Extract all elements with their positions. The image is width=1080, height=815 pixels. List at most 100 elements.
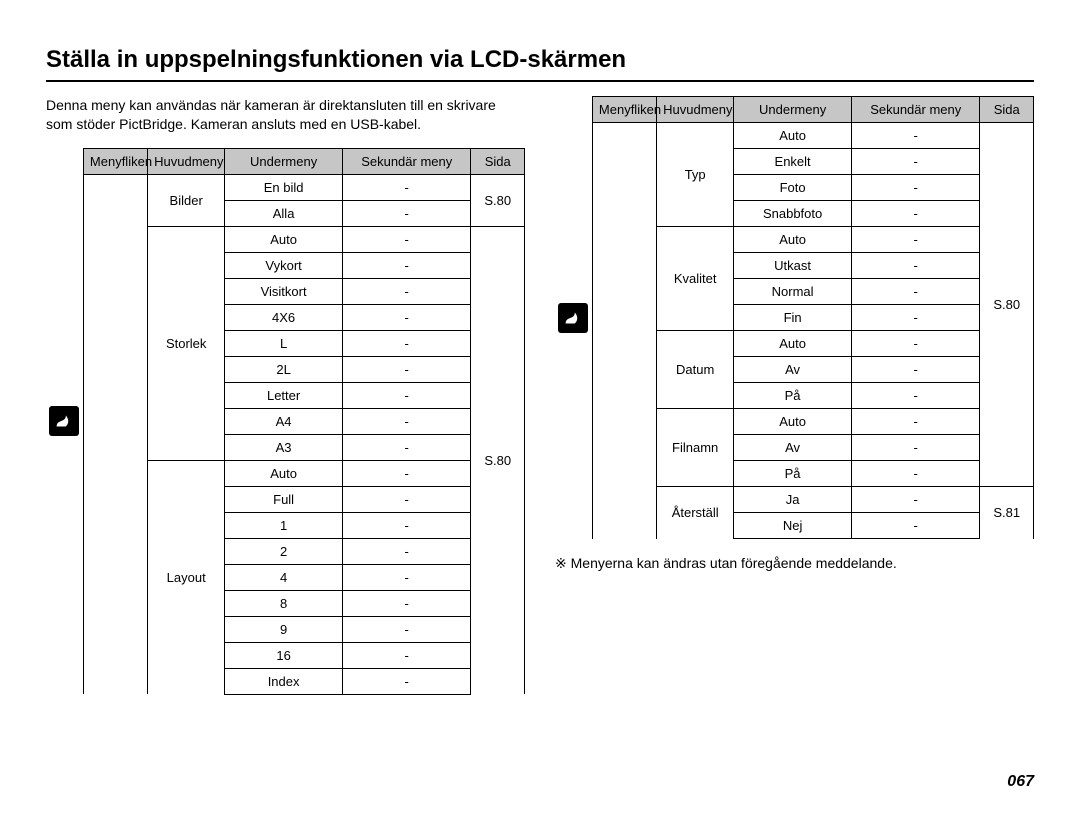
undermeny-cell: L bbox=[225, 330, 343, 356]
header-undermeny: Undermeny bbox=[734, 97, 852, 123]
table-header-row: Menyfliken Huvudmeny Undermeny Sekundär … bbox=[592, 97, 1033, 123]
sekundar-cell: - bbox=[851, 513, 979, 539]
sekundar-cell: - bbox=[342, 616, 470, 642]
sekundar-cell: - bbox=[342, 382, 470, 408]
undermeny-cell: 16 bbox=[225, 642, 343, 668]
table-row: KvalitetAuto- bbox=[592, 227, 1033, 253]
sida-cell: S.81 bbox=[980, 487, 1034, 539]
undermeny-cell: Auto bbox=[225, 226, 343, 252]
undermeny-cell: Av bbox=[734, 357, 852, 383]
sekundar-cell: - bbox=[342, 408, 470, 434]
right-table-wrap: Menyfliken Huvudmeny Undermeny Sekundär … bbox=[555, 96, 1034, 539]
sekundar-cell: - bbox=[342, 512, 470, 538]
sekundar-cell: - bbox=[851, 383, 979, 409]
sekundar-cell: - bbox=[851, 305, 979, 331]
sekundar-cell: - bbox=[851, 227, 979, 253]
sekundar-cell: - bbox=[342, 590, 470, 616]
header-huvudmeny: Huvudmeny bbox=[657, 97, 734, 123]
content-columns: Denna meny kan användas när kameran är d… bbox=[46, 96, 1034, 695]
table-row: TypAuto-S.80 bbox=[592, 123, 1033, 149]
table-row: DatumAuto- bbox=[592, 331, 1033, 357]
sekundar-cell: - bbox=[342, 642, 470, 668]
footnote: ※ Menyerna kan ändras utan föregående me… bbox=[555, 555, 1034, 572]
undermeny-cell: På bbox=[734, 383, 852, 409]
sekundar-cell: - bbox=[851, 435, 979, 461]
menyfliken-cell bbox=[592, 123, 656, 539]
sekundar-cell: - bbox=[851, 123, 979, 149]
sekundar-cell: - bbox=[851, 357, 979, 383]
huvudmeny-cell: Kvalitet bbox=[657, 227, 734, 331]
sekundar-cell: - bbox=[851, 331, 979, 357]
sekundar-cell: - bbox=[342, 330, 470, 356]
header-menyfliken: Menyfliken bbox=[592, 97, 656, 123]
undermeny-cell: 4 bbox=[225, 564, 343, 590]
huvudmeny-cell: Storlek bbox=[148, 226, 225, 460]
huvudmeny-cell: Typ bbox=[657, 123, 734, 227]
undermeny-cell: Nej bbox=[734, 513, 852, 539]
undermeny-cell: 4X6 bbox=[225, 304, 343, 330]
undermeny-cell: Auto bbox=[734, 331, 852, 357]
sekundar-cell: - bbox=[342, 486, 470, 512]
table-row: ÅterställJa-S.81 bbox=[592, 487, 1033, 513]
undermeny-cell: Auto bbox=[734, 409, 852, 435]
header-sida: Sida bbox=[471, 148, 525, 174]
undermeny-cell: Ja bbox=[734, 487, 852, 513]
undermeny-cell: Normal bbox=[734, 279, 852, 305]
undermeny-cell: 1 bbox=[225, 512, 343, 538]
huvudmeny-cell: Layout bbox=[148, 460, 225, 694]
table-row: FilnamnAuto- bbox=[592, 409, 1033, 435]
huvudmeny-cell: Bilder bbox=[148, 174, 225, 226]
page-title: Ställa in uppspelningsfunktionen via LCD… bbox=[46, 46, 1034, 82]
header-undermeny: Undermeny bbox=[225, 148, 343, 174]
undermeny-cell: En bild bbox=[225, 174, 343, 200]
undermeny-cell: På bbox=[734, 461, 852, 487]
undermeny-cell: Alla bbox=[225, 200, 343, 226]
sekundar-cell: - bbox=[342, 460, 470, 486]
sekundar-cell: - bbox=[342, 252, 470, 278]
sida-cell: S.80 bbox=[471, 226, 525, 694]
sekundar-cell: - bbox=[342, 434, 470, 460]
undermeny-cell: 2 bbox=[225, 538, 343, 564]
sekundar-cell: - bbox=[851, 279, 979, 305]
header-huvudmeny: Huvudmeny bbox=[148, 148, 225, 174]
undermeny-cell: Fin bbox=[734, 305, 852, 331]
sida-cell: S.80 bbox=[471, 174, 525, 226]
undermeny-cell: 2L bbox=[225, 356, 343, 382]
undermeny-cell: Letter bbox=[225, 382, 343, 408]
page-number: 067 bbox=[1007, 773, 1034, 791]
undermeny-cell: Utkast bbox=[734, 253, 852, 279]
sekundar-cell: - bbox=[851, 487, 979, 513]
undermeny-cell: 9 bbox=[225, 616, 343, 642]
undermeny-cell: Auto bbox=[225, 460, 343, 486]
undermeny-cell: Vykort bbox=[225, 252, 343, 278]
huvudmeny-cell: Filnamn bbox=[657, 409, 734, 487]
sekundar-cell: - bbox=[851, 409, 979, 435]
sekundar-cell: - bbox=[851, 175, 979, 201]
undermeny-cell: Index bbox=[225, 668, 343, 694]
sekundar-cell: - bbox=[342, 356, 470, 382]
left-table-wrap: Menyfliken Huvudmeny Undermeny Sekundär … bbox=[46, 148, 525, 695]
page: Ställa in uppspelningsfunktionen via LCD… bbox=[0, 0, 1080, 815]
undermeny-cell: Snabbfoto bbox=[734, 201, 852, 227]
left-column: Denna meny kan användas när kameran är d… bbox=[46, 96, 525, 695]
sekundar-cell: - bbox=[342, 304, 470, 330]
sekundar-cell: - bbox=[851, 149, 979, 175]
table-header-row: Menyfliken Huvudmeny Undermeny Sekundär … bbox=[83, 148, 524, 174]
undermeny-cell: Foto bbox=[734, 175, 852, 201]
undermeny-cell: Full bbox=[225, 486, 343, 512]
undermeny-cell: A4 bbox=[225, 408, 343, 434]
sida-cell: S.80 bbox=[980, 123, 1034, 487]
pictbridge-icon-cell bbox=[555, 303, 592, 333]
undermeny-cell: Auto bbox=[734, 227, 852, 253]
sekundar-cell: - bbox=[851, 253, 979, 279]
table-row: StorlekAuto-S.80 bbox=[83, 226, 524, 252]
sekundar-cell: - bbox=[342, 226, 470, 252]
sekundar-cell: - bbox=[342, 174, 470, 200]
table-row: LayoutAuto- bbox=[83, 460, 524, 486]
pictbridge-icon bbox=[558, 303, 588, 333]
right-menu-table: Menyfliken Huvudmeny Undermeny Sekundär … bbox=[592, 96, 1034, 539]
sekundar-cell: - bbox=[342, 538, 470, 564]
undermeny-cell: Auto bbox=[734, 123, 852, 149]
pictbridge-icon bbox=[49, 406, 79, 436]
undermeny-cell: A3 bbox=[225, 434, 343, 460]
